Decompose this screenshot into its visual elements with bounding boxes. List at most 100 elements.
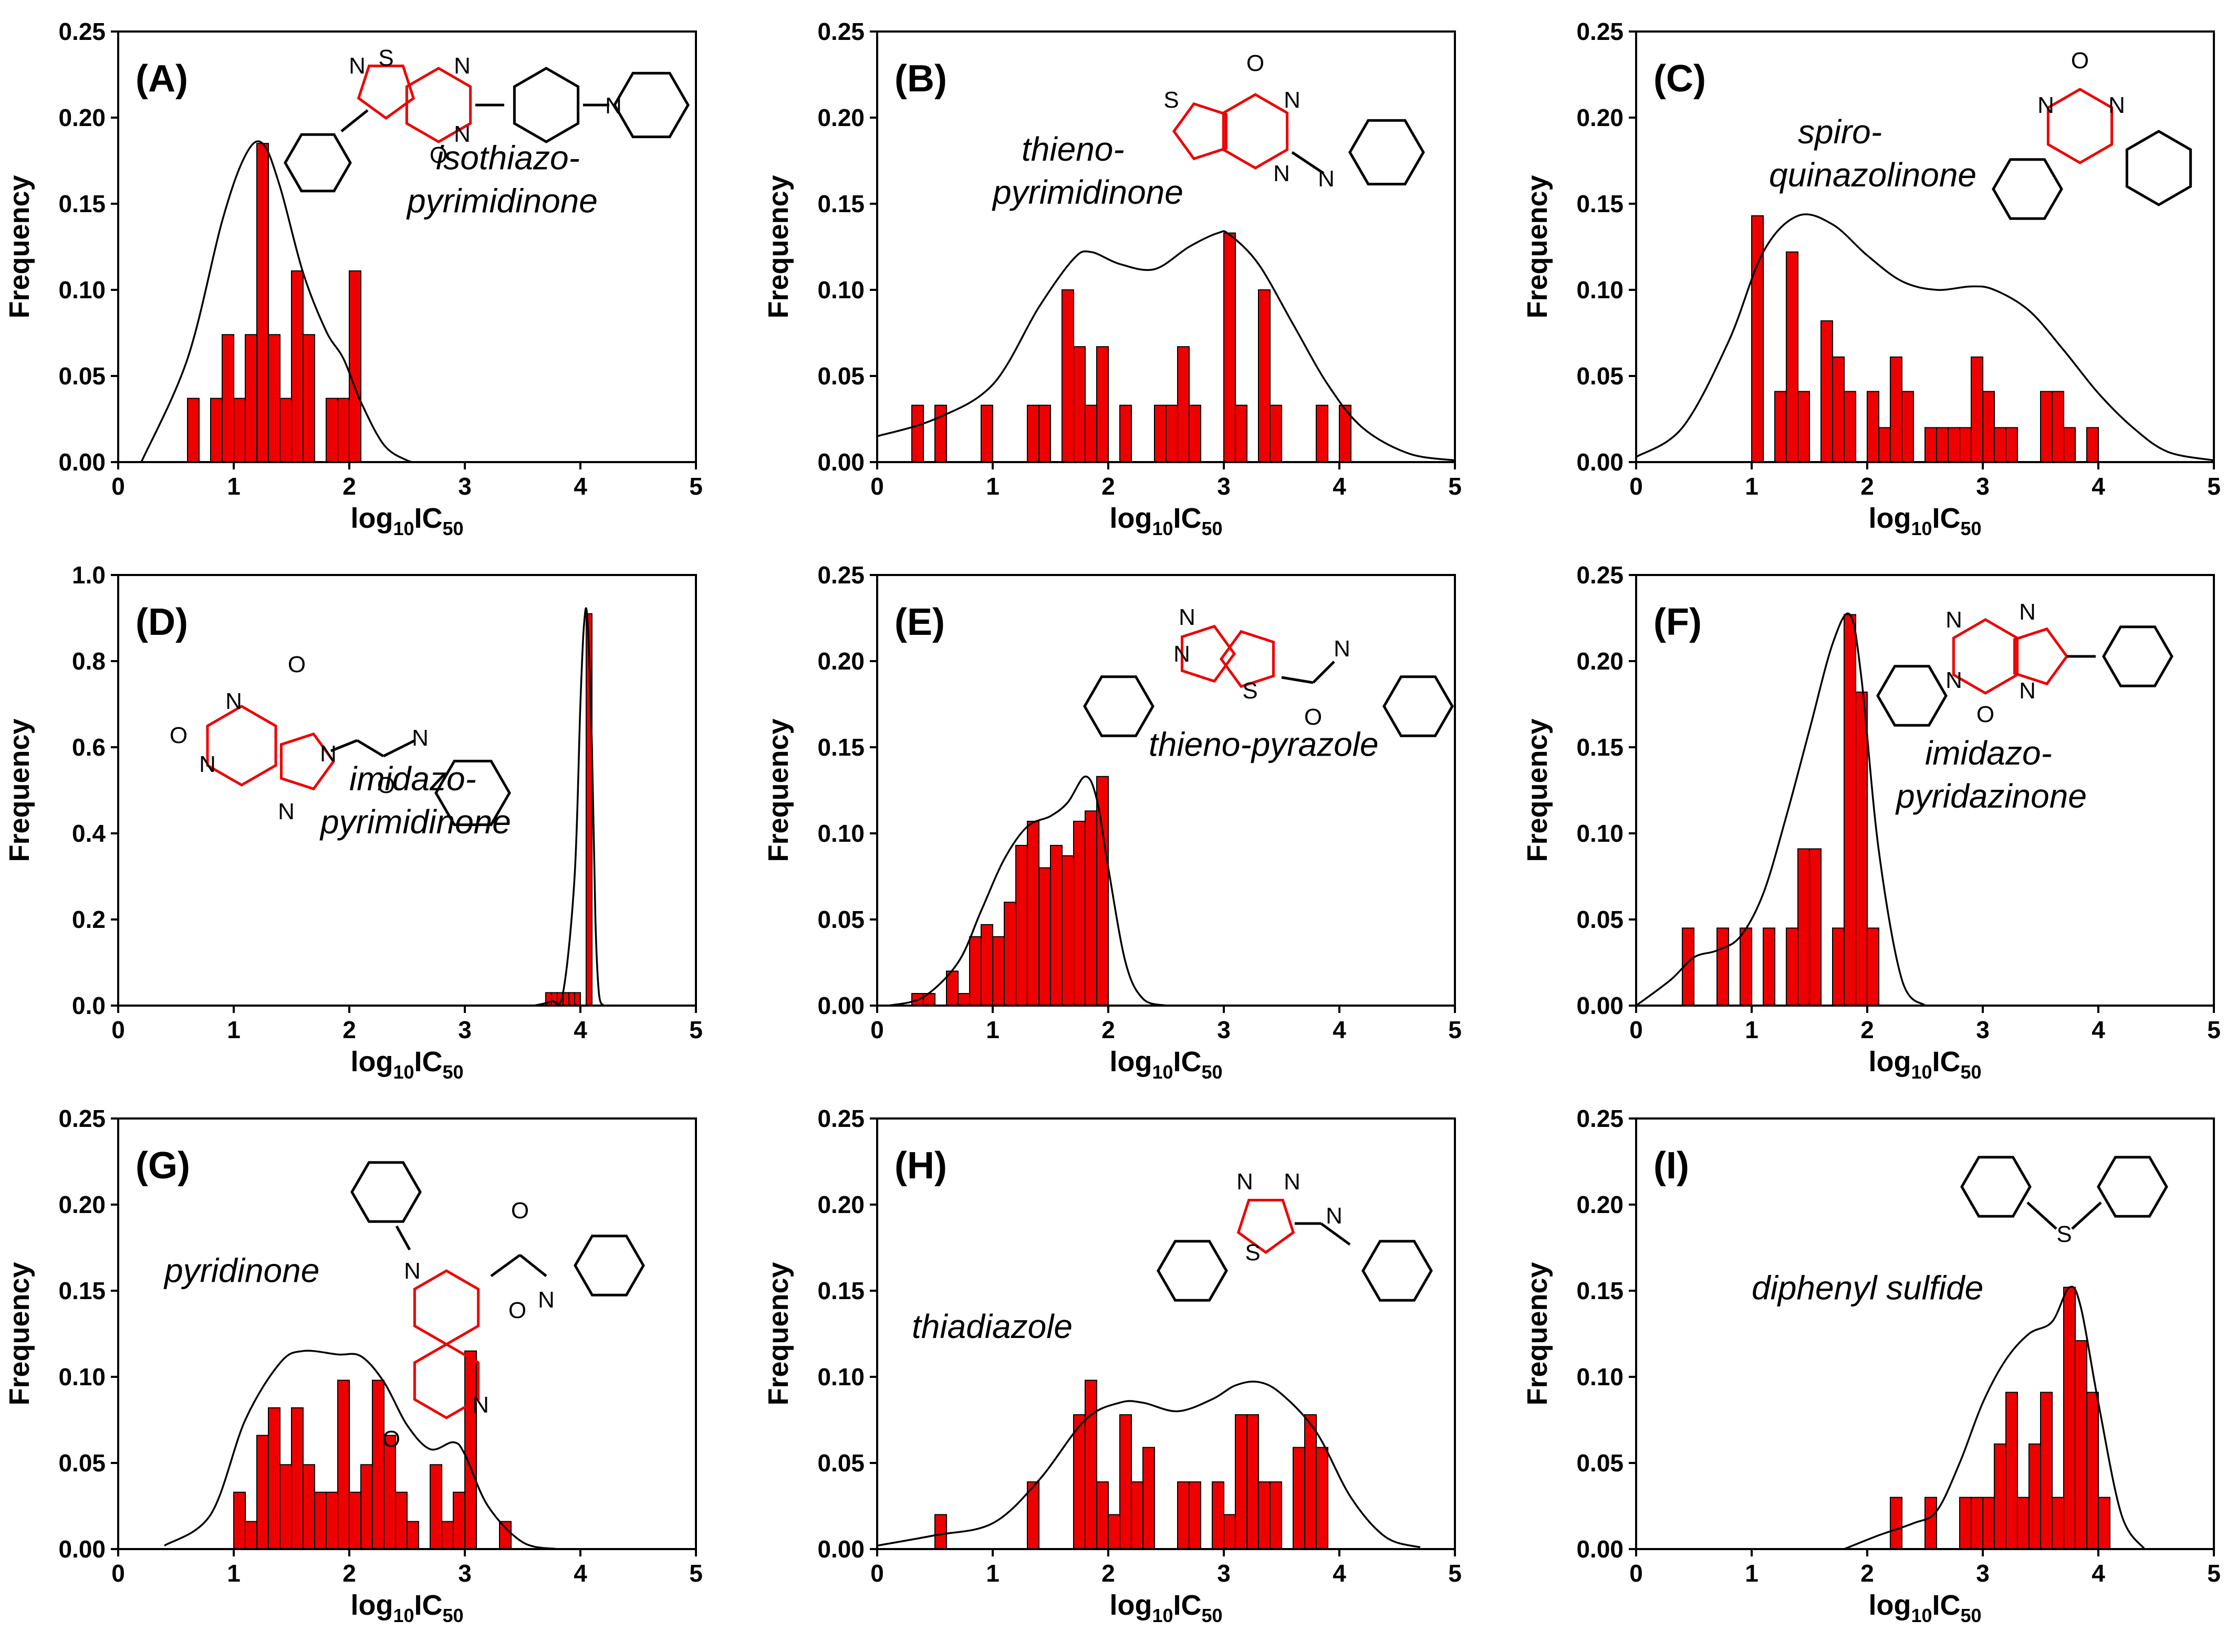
panel-a: 0 1 2 3 4 5 0.00 0.05 0.10 0.15 0.20 0.25 log10IC50 F…: [4, 18, 703, 539]
histogram-bar: [1959, 1497, 1972, 1550]
panel-label: (D): [136, 601, 188, 643]
x-tick-label: 3: [458, 473, 472, 500]
histogram-bar: [1994, 427, 2006, 463]
svg-text:S: S: [1245, 1240, 1260, 1266]
histogram-bar: [291, 270, 304, 463]
histogram-bar: [1844, 391, 1856, 463]
histogram-bar: [1716, 927, 1729, 1007]
histogram-bar: [441, 1521, 454, 1550]
y-tick-label: 0.20: [817, 104, 865, 131]
histogram-bar: [1316, 1447, 1328, 1550]
histogram-bar: [1924, 427, 1937, 463]
histogram-bar: [1096, 1481, 1109, 1550]
histogram-bar: [1062, 289, 1074, 463]
y-tick-label: 1.0: [72, 561, 106, 589]
y-axis-label: Frequency: [4, 718, 35, 862]
histogram-bar: [2005, 1392, 2018, 1550]
y-tick-label: 0.05: [817, 1449, 865, 1477]
svg-text:N: N: [412, 725, 429, 751]
x-tick-label: 1: [227, 1016, 241, 1043]
x-tick-label: 5: [689, 1016, 703, 1043]
svg-text:N: N: [2019, 678, 2036, 704]
x-tick-label: 2: [342, 1016, 356, 1043]
histogram-bar: [1212, 1481, 1224, 1550]
svg-text:N: N: [1945, 607, 1962, 633]
x-tick-label: 4: [1333, 473, 1346, 500]
svg-text:N: N: [538, 1287, 555, 1313]
histogram-bar: [1878, 427, 1891, 463]
x-tick-label: 0: [870, 473, 884, 500]
histogram-bar: [981, 404, 993, 463]
y-tick-label: 0.05: [1576, 906, 1624, 933]
histogram-bar: [233, 398, 246, 463]
histogram-bar: [1223, 1514, 1236, 1550]
y-axis-label: Frequency: [1522, 1262, 1553, 1405]
histogram-bar: [1740, 927, 1752, 1007]
histogram-bar: [1844, 614, 1856, 1006]
y-tick-label: 0.15: [817, 190, 865, 217]
x-tick-label: 1: [1745, 1016, 1759, 1043]
histogram-bar: [1108, 1514, 1120, 1550]
plot-frame: [117, 1117, 697, 1550]
histogram-bar: [568, 992, 575, 1007]
histogram-bar: [303, 1464, 315, 1550]
histogram-bar: [1809, 848, 1822, 1007]
histogram-bar: [337, 1379, 350, 1550]
scaffold-name: isothiazo-pyrimidinone: [406, 139, 598, 219]
density-curve: [1636, 213, 2214, 462]
svg-text:O: O: [1304, 704, 1322, 730]
histogram-bar: [1189, 404, 1201, 463]
histogram-bar: [1832, 356, 1845, 463]
histogram-bar: [1890, 356, 1902, 463]
histogram-bar: [1948, 427, 1960, 463]
histogram-bar: [499, 1521, 512, 1550]
y-tick-label: 0.05: [1576, 1449, 1624, 1477]
svg-text:N: N: [1273, 161, 1290, 186]
histogram-bar: [233, 1491, 246, 1550]
histogram-bar: [1994, 1443, 2006, 1550]
histogram-bar: [2040, 391, 2053, 463]
x-axis-label: log10IC50: [1109, 1046, 1222, 1083]
histogram-bar: [2017, 1497, 2030, 1550]
x-tick-label: 5: [1448, 1016, 1462, 1043]
density-curve: [1844, 1285, 2146, 1550]
x-tick-label: 1: [1745, 1560, 1759, 1587]
svg-text:N: N: [1236, 1169, 1253, 1195]
svg-text:N: N: [1173, 641, 1190, 667]
histogram-bar: [337, 398, 350, 463]
histogram-bar: [1936, 427, 1949, 463]
histogram-bar: [981, 924, 993, 1006]
histogram-bar: [1867, 391, 1879, 463]
svg-text:S: S: [1242, 678, 1257, 704]
histogram-bar: [1154, 404, 1167, 463]
histogram-bar: [2063, 427, 2076, 463]
y-tick-label: 0.15: [1576, 1277, 1624, 1304]
x-tick-label: 0: [1629, 473, 1643, 500]
y-tick-label: 0.10: [58, 1363, 106, 1390]
svg-text:N: N: [1318, 166, 1335, 192]
x-tick-label: 5: [2207, 1016, 2221, 1043]
histogram-bar: [1832, 927, 1845, 1007]
panel-e: 0 1 2 3 4 5 0.00 0.05 0.10 0.15 0.20 0.25 log10IC50 F…: [763, 561, 1462, 1083]
histogram-bar: [326, 398, 338, 463]
x-axis-label: log10IC50: [350, 1046, 463, 1083]
svg-text:N: N: [320, 741, 337, 767]
plot-frame: [876, 30, 1456, 463]
histogram-bar: [1004, 902, 1016, 1006]
x-axis-label: log10IC50: [1109, 503, 1222, 539]
scaffold-name: imidazo-pyrimidinone: [319, 760, 511, 841]
density-curve: [1635, 612, 1926, 1007]
y-tick-label: 0.20: [1576, 104, 1624, 131]
x-tick-label: 0: [1629, 1560, 1643, 1587]
histogram-bar: [1797, 391, 1810, 463]
svg-text:O: O: [377, 772, 395, 798]
histogram-bar: [1293, 1447, 1305, 1550]
svg-text:S: S: [378, 45, 393, 71]
plot-frame: [1635, 574, 2215, 1007]
histogram-bar: [326, 1491, 338, 1550]
x-tick-label: 1: [986, 473, 1000, 500]
svg-text:N: N: [1179, 604, 1195, 630]
histogram-bar: [1085, 810, 1097, 1006]
